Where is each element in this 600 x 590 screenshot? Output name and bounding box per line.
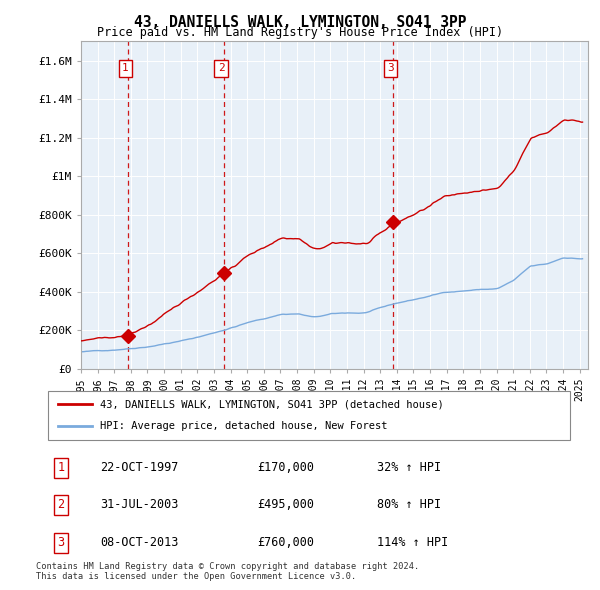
Text: HPI: Average price, detached house, New Forest: HPI: Average price, detached house, New … [100,421,388,431]
Text: £170,000: £170,000 [257,461,314,474]
Text: 22-OCT-1997: 22-OCT-1997 [100,461,179,474]
Text: 114% ↑ HPI: 114% ↑ HPI [377,536,448,549]
Text: 3: 3 [58,536,65,549]
Text: 3: 3 [387,63,394,73]
Text: 32% ↑ HPI: 32% ↑ HPI [377,461,441,474]
Text: 80% ↑ HPI: 80% ↑ HPI [377,499,441,512]
Text: £760,000: £760,000 [257,536,314,549]
Text: £495,000: £495,000 [257,499,314,512]
Text: 08-OCT-2013: 08-OCT-2013 [100,536,179,549]
Text: 31-JUL-2003: 31-JUL-2003 [100,499,179,512]
Text: 1: 1 [122,63,128,73]
Text: Price paid vs. HM Land Registry's House Price Index (HPI): Price paid vs. HM Land Registry's House … [97,26,503,39]
FancyBboxPatch shape [48,391,570,440]
Text: 1: 1 [58,461,65,474]
Text: 43, DANIELLS WALK, LYMINGTON, SO41 3PP (detached house): 43, DANIELLS WALK, LYMINGTON, SO41 3PP (… [100,399,444,409]
Text: 2: 2 [218,63,224,73]
Text: Contains HM Land Registry data © Crown copyright and database right 2024.
This d: Contains HM Land Registry data © Crown c… [36,562,419,581]
Text: 2: 2 [58,499,65,512]
Text: 43, DANIELLS WALK, LYMINGTON, SO41 3PP: 43, DANIELLS WALK, LYMINGTON, SO41 3PP [134,15,466,30]
